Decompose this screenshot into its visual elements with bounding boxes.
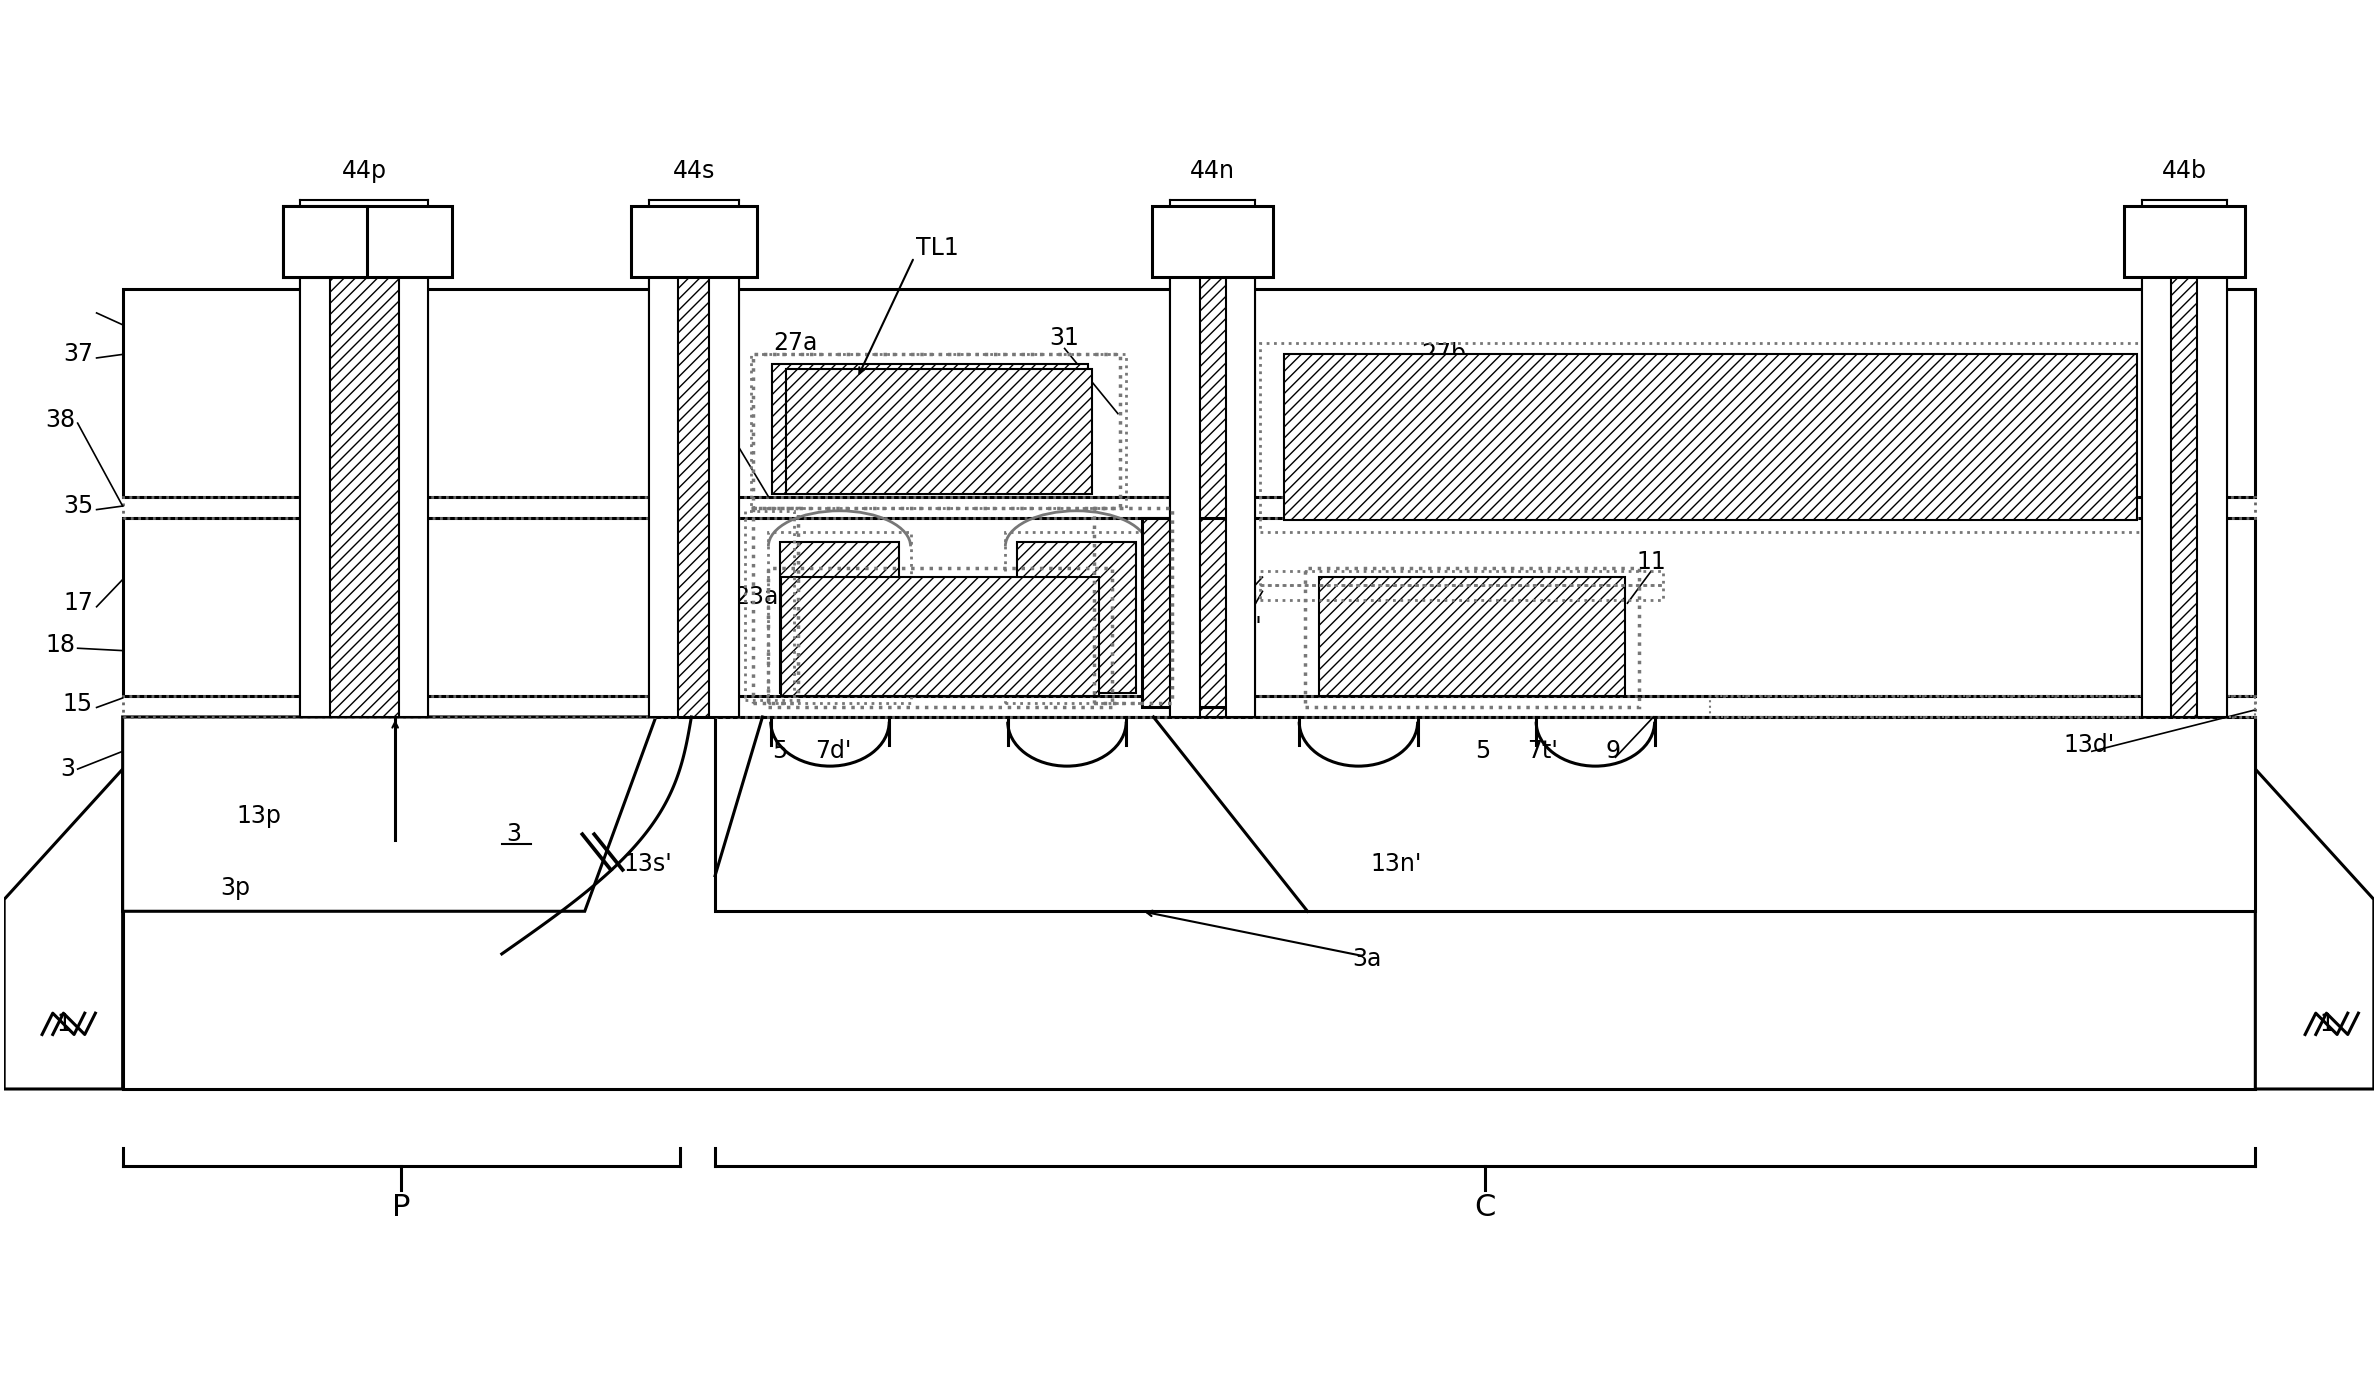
Bar (768, 568, 1113, 708)
Text: 44b: 44b (2162, 159, 2207, 183)
Bar (1018, 542, 1137, 694)
Text: 41: 41 (297, 223, 328, 248)
Bar (2124, 207, 2245, 278)
Text: 35: 35 (62, 494, 93, 518)
Bar (2143, 225, 2226, 718)
Text: 23a': 23a' (735, 585, 785, 609)
Bar (2197, 225, 2226, 718)
Bar (773, 364, 1089, 494)
Polygon shape (124, 718, 656, 912)
Bar (787, 369, 1092, 494)
Text: 7d': 7d' (816, 740, 851, 764)
Text: 5: 5 (1474, 740, 1491, 764)
Text: 13n': 13n' (1370, 852, 1422, 875)
Text: 43: 43 (644, 223, 675, 248)
Text: P: P (392, 1194, 411, 1222)
Text: 19a: 19a (1215, 585, 1258, 609)
Bar (124, 695, 680, 718)
Text: 1: 1 (2319, 1012, 2333, 1036)
Text: 7t': 7t' (1527, 740, 1558, 764)
Bar (1710, 695, 2254, 718)
Bar (400, 225, 428, 718)
Text: 11: 11 (1636, 550, 1667, 574)
Bar (1260, 342, 2150, 532)
Bar (1320, 577, 1624, 695)
Bar (1170, 225, 1199, 718)
Polygon shape (2254, 769, 2373, 1089)
Text: 18: 18 (45, 632, 76, 656)
Text: 25: 25 (1191, 328, 1222, 352)
Text: 27b: 27b (1422, 342, 1467, 366)
Text: 43: 43 (2200, 223, 2231, 248)
Text: 44s: 44s (673, 159, 716, 183)
Bar (1170, 225, 1256, 718)
Text: 13d': 13d' (2064, 733, 2114, 758)
Text: 43: 43 (1229, 223, 1258, 248)
Text: 31: 31 (1049, 325, 1080, 350)
Bar (709, 225, 740, 718)
Text: 33d': 33d' (868, 585, 918, 609)
Text: 1: 1 (57, 1012, 71, 1036)
Text: 5: 5 (773, 740, 787, 764)
Bar (1006, 532, 1149, 702)
Text: C: C (1474, 1194, 1496, 1222)
Bar (124, 718, 2254, 1089)
Text: 27a: 27a (773, 331, 818, 355)
Bar (1260, 571, 1662, 585)
Bar (716, 695, 2254, 718)
Bar (754, 355, 1120, 508)
Bar (744, 511, 794, 701)
Bar (649, 225, 740, 718)
Text: 3p: 3p (221, 875, 250, 899)
Bar (1225, 225, 1256, 718)
Text: 15: 15 (62, 692, 93, 716)
Bar (754, 508, 799, 702)
Bar (283, 207, 366, 278)
Bar (300, 225, 331, 718)
Text: 38: 38 (45, 408, 76, 431)
Text: 21a': 21a' (1210, 614, 1263, 639)
Bar (768, 532, 911, 702)
Text: 17: 17 (64, 592, 93, 616)
Text: 41: 41 (1168, 223, 1196, 248)
Text: 44n: 44n (1191, 159, 1234, 183)
Text: 3a: 3a (1353, 946, 1382, 970)
Bar (124, 518, 680, 695)
Bar (1284, 355, 2138, 521)
Text: TL1: TL1 (916, 236, 958, 260)
Bar (1306, 568, 1638, 708)
Bar (1260, 585, 1662, 600)
Bar (716, 289, 2254, 497)
Bar (1153, 207, 1272, 278)
Text: 41: 41 (2138, 223, 2169, 248)
Text: 13s': 13s' (623, 852, 673, 875)
Polygon shape (716, 718, 2254, 912)
Bar (283, 207, 452, 278)
Bar (780, 542, 899, 694)
Bar (630, 207, 756, 278)
Text: 25: 25 (813, 585, 842, 609)
Text: 44p: 44p (342, 159, 388, 183)
Text: 3: 3 (59, 757, 76, 782)
Bar (300, 225, 428, 718)
Bar (124, 497, 680, 518)
Polygon shape (5, 769, 124, 1089)
Text: 3: 3 (507, 822, 521, 846)
Text: 9: 9 (1605, 740, 1622, 764)
Bar (716, 497, 2254, 518)
Bar (1094, 508, 1172, 702)
Bar (1141, 518, 1244, 708)
Text: 29: 29 (685, 585, 716, 609)
Bar (124, 289, 680, 497)
Bar (782, 577, 1099, 695)
Bar (751, 355, 1127, 508)
Bar (649, 225, 678, 718)
Text: 41: 41 (711, 223, 742, 248)
Text: 37: 37 (64, 342, 93, 366)
Bar (2143, 225, 2171, 718)
Text: 43: 43 (402, 223, 430, 248)
Bar (716, 518, 2254, 695)
Text: 13p: 13p (235, 804, 281, 828)
Text: 33s': 33s' (668, 427, 718, 452)
